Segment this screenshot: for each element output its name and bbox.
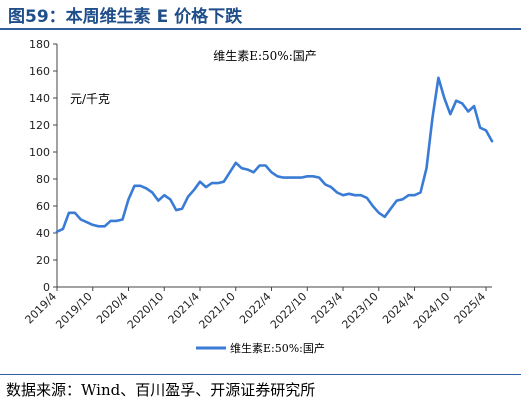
chart-axes [56, 44, 492, 288]
x-tick-label: 2024/10 [411, 290, 453, 332]
y-tick-label: 180 [29, 38, 50, 51]
y-tick-label: 40 [36, 227, 50, 240]
source-divider [0, 374, 521, 375]
chart-title: 维生素E:50%:国产 [213, 49, 317, 63]
y-tick-label: 140 [29, 92, 50, 105]
y-tick-label: 20 [36, 254, 50, 267]
x-tick-label: 2020/10 [125, 290, 167, 332]
title-divider [0, 28, 521, 30]
y-tick-label: 120 [29, 119, 50, 132]
legend: 维生素E:50%:国产 [196, 341, 325, 355]
x-tick-label: 2021/10 [196, 290, 238, 332]
x-tick-label: 2023/10 [339, 290, 381, 332]
x-tick-label: 2019/10 [53, 290, 95, 332]
legend-label: 维生素E:50%:国产 [230, 341, 325, 355]
y-tick-label: 160 [29, 65, 50, 78]
x-tick-label: 2025/4 [452, 290, 489, 327]
source-note: 数据来源：Wind、百川盈孚、开源证券研究所 [6, 381, 316, 399]
series-line [55, 76, 494, 233]
y-axis-ticks: 0 20 40 60 80 100 120 140 160 180 [29, 38, 57, 294]
y-tick-label: 0 [43, 281, 50, 294]
y-tick-label: 80 [36, 173, 50, 186]
x-tick-label: 2022/10 [268, 290, 310, 332]
figure-title: 图59：本周维生素 E 价格下跌 [8, 7, 243, 27]
y-tick-label: 60 [36, 200, 50, 213]
unit-label: 元/千克 [70, 92, 110, 106]
y-tick-label: 100 [29, 146, 50, 159]
